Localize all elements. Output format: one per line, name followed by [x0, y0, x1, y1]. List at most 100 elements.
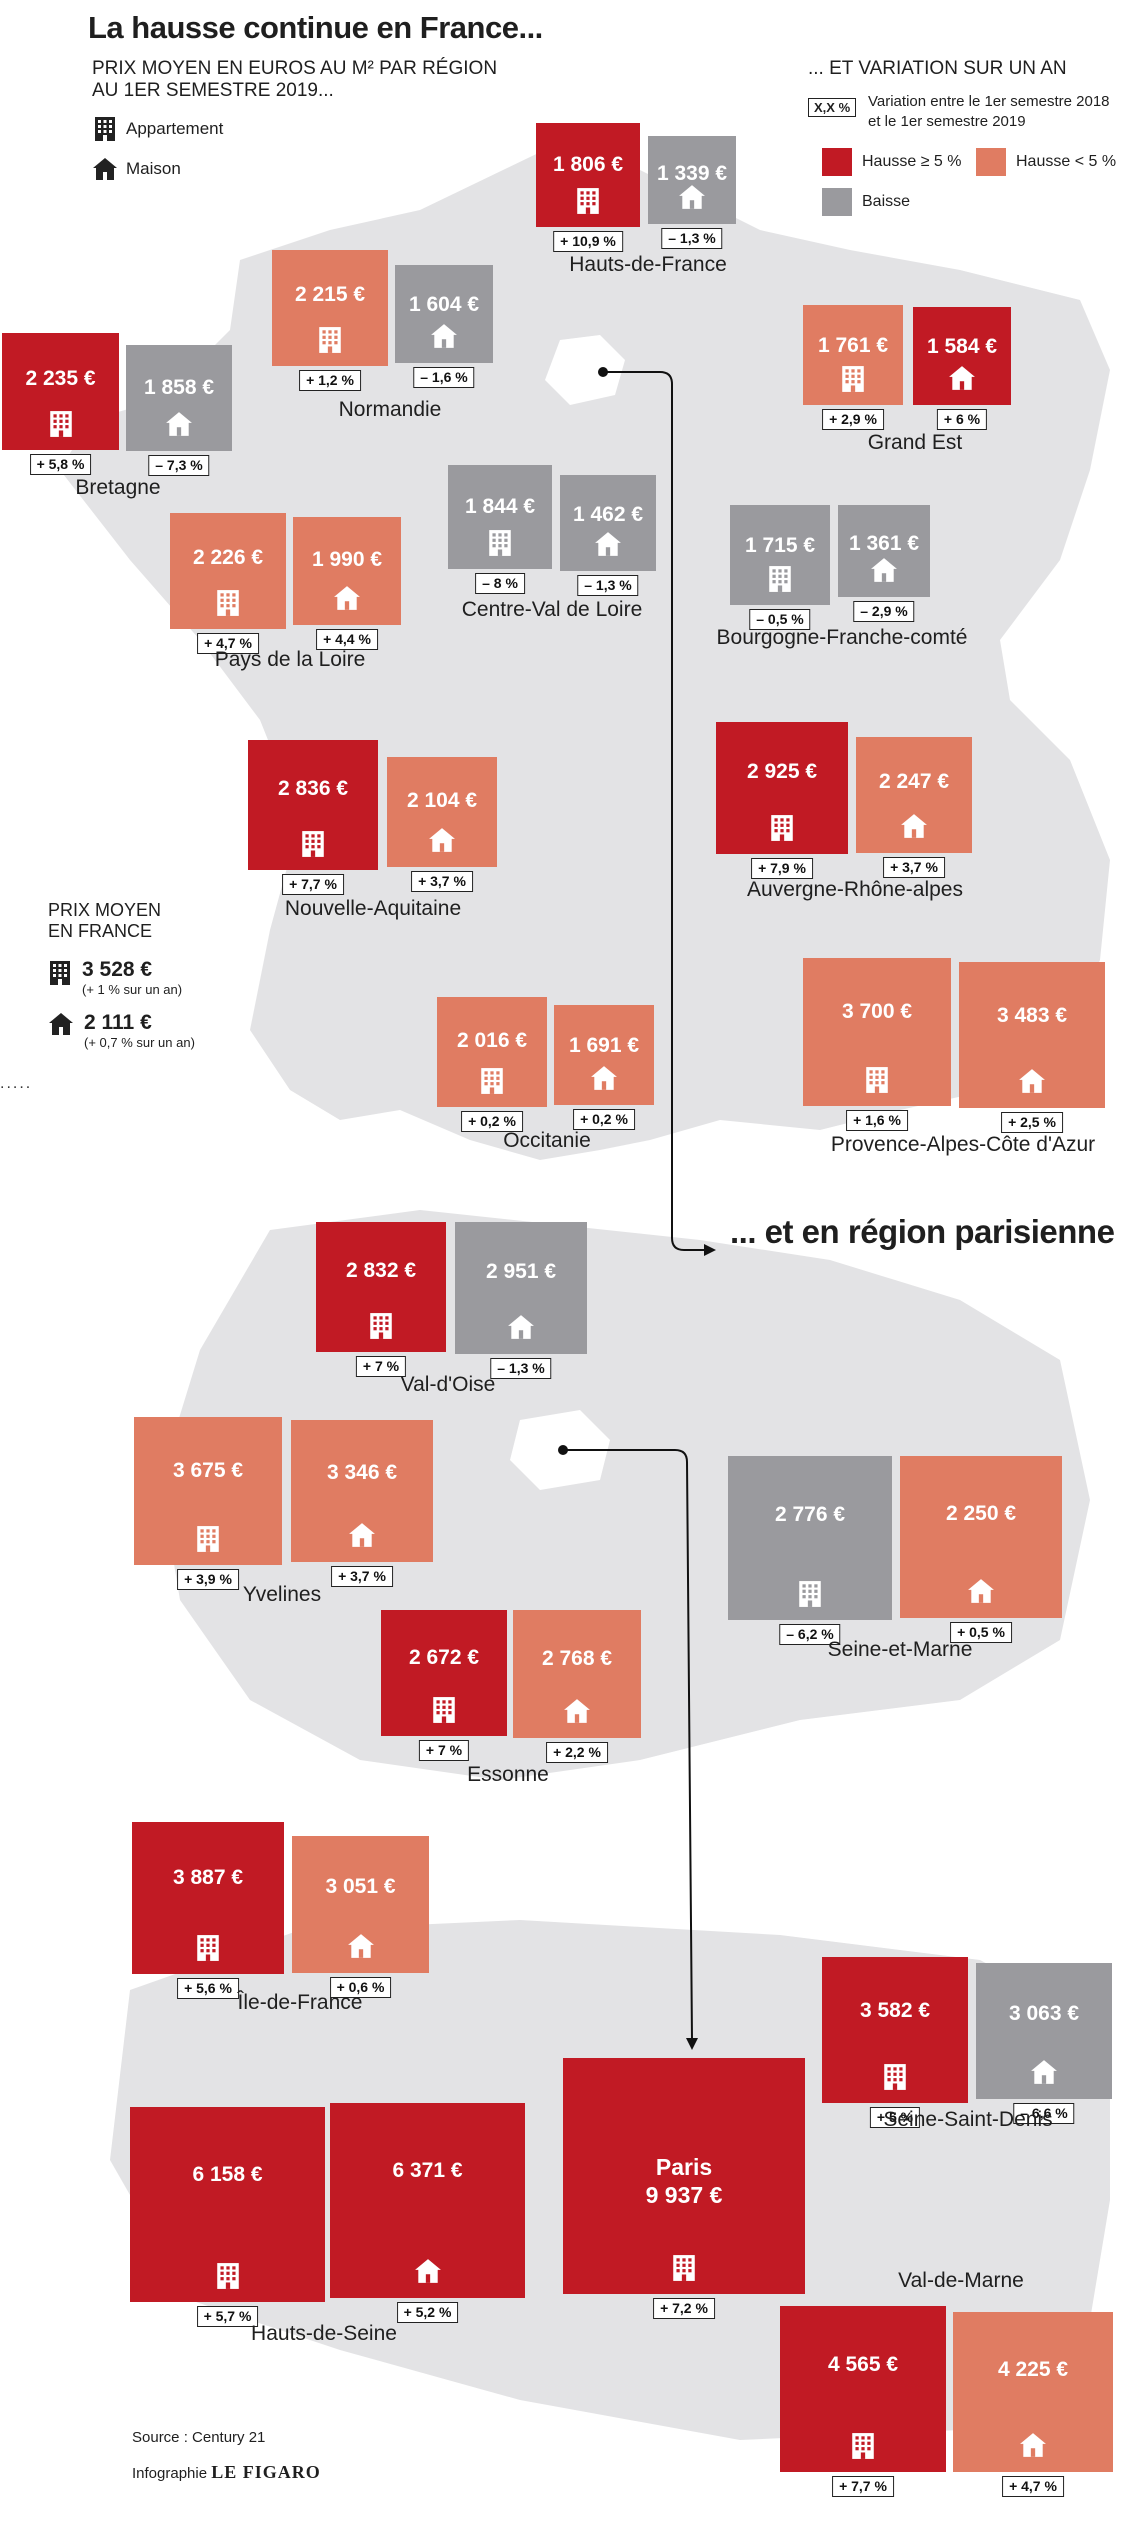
auvergne-rhone-alpes-apartment-variation: + 7,9 %: [751, 858, 813, 879]
legend-up-weak: Hausse < 5 %: [976, 148, 1116, 176]
essonne-apartment-variation: + 7 %: [418, 1740, 470, 1761]
bretagne-region-name: Bretagne: [75, 476, 161, 499]
connector-line-2: [563, 1449, 693, 2041]
nouvelle-aquitaine-apartment-box: 2 836 €: [248, 740, 378, 870]
seine-et-marne-house-box: 2 250 €: [900, 1456, 1062, 1618]
house-icon: [678, 184, 706, 212]
val-d-oise-apartment-variation: + 7 %: [355, 1356, 407, 1377]
hauts-de-france-region-name: Hauts-de-France: [569, 253, 727, 276]
occitanie-apartment-variation: + 0,2 %: [461, 1111, 523, 1132]
house-icon: [48, 1011, 74, 1042]
national-average-label: PRIX MOYEN EN FRANCE: [48, 900, 162, 941]
normandie-apartment-variation: + 1,2 %: [299, 370, 361, 391]
hauts-de-france-apartment-variation: + 10,9 %: [553, 231, 623, 252]
national-apartment-variation: (+ 1 % sur un an): [82, 982, 183, 997]
legend-sample-value: X,X %: [808, 98, 857, 117]
legend-down-label: Baisse: [862, 193, 911, 210]
ile-de-france-house-box: 3 051 €: [292, 1836, 429, 1973]
apartment-icon: [367, 1312, 395, 1340]
yvelines-house-variation: + 3,7 %: [331, 1566, 393, 1587]
pays-de-la-loire-region-name: Pays de la Loire: [214, 648, 366, 671]
hauts-de-france-house-variation: – 1,3 %: [661, 228, 723, 249]
apartment-icon: [478, 1067, 506, 1095]
essonne-apartment-box: 2 672 €: [381, 1610, 507, 1736]
bretagne-apartment-box: 2 235 €: [2, 333, 119, 450]
house-icon: [594, 531, 622, 559]
national-house-variation: (+ 0,7 % sur un an): [84, 1035, 195, 1050]
centre-val-de-loire-region-name: Centre-Val de Loire: [461, 598, 643, 621]
seine-saint-denis-house-box: 3 063 €: [976, 1963, 1112, 2099]
occitanie-house-variation: + 0,2 %: [573, 1109, 635, 1130]
yvelines-region-name: Yvelines: [242, 1583, 322, 1606]
essonne-house-variation: + 2,2 %: [546, 1742, 608, 1763]
seine-saint-denis-house-variation: – 6,6 %: [1013, 2103, 1075, 2124]
nouvelle-aquitaine-house-price: 2 104 €: [406, 789, 478, 812]
bourgogne-franche-comte-house-price: 1 361 €: [848, 532, 920, 555]
centre-val-de-loire-house-variation: – 1,3 %: [577, 575, 639, 596]
val-d-oise-apartment-box: 2 832 €: [316, 1222, 446, 1352]
occitanie-apartment-box: 2 016 €: [437, 997, 547, 1107]
val-d-oise-house-box: 2 951 €: [455, 1222, 587, 1354]
bretagne-house-box: 1 858 €: [126, 345, 232, 451]
provence-alpes-cote-d-azur-house-variation: + 2,5 %: [1001, 1112, 1063, 1133]
house-icon: [1030, 2059, 1058, 2087]
connector-arrow-2: [686, 2038, 698, 2050]
apartment-icon: [863, 1066, 891, 1094]
bourgogne-franche-comte-apartment-price: 1 715 €: [744, 534, 816, 557]
provence-alpes-cote-d-azur-house-price: 3 483 €: [996, 1004, 1068, 1027]
val-de-marne-house-price: 4 225 €: [997, 2358, 1069, 2381]
apartment-icon: [881, 2063, 909, 2091]
val-d-oise-house-variation: – 1,3 %: [490, 1358, 552, 1379]
seine-et-marne-house-price: 2 250 €: [945, 1502, 1017, 1525]
dotted-divider: .....: [0, 1075, 33, 1092]
auvergne-rhone-alpes-region-name: Auvergne-Rhône-alpes: [747, 878, 963, 901]
bretagne-apartment-price: 2 235 €: [25, 367, 96, 390]
essonne-apartment-price: 2 672 €: [408, 1646, 480, 1669]
house-icon: [870, 557, 898, 585]
legend-apartment-label: Appartement: [126, 119, 224, 138]
essonne-house-box: 2 768 €: [513, 1610, 641, 1738]
val-de-marne-apartment-price: 4 565 €: [827, 2353, 899, 2376]
hauts-de-seine-house-price: 6 371 €: [392, 2159, 463, 2182]
normandie-apartment-box: 2 215 €: [272, 250, 388, 366]
connector-dot-2: [558, 1445, 568, 1455]
seine-et-marne-apartment-variation: – 6,2 %: [779, 1624, 841, 1645]
provence-alpes-cote-d-azur-apartment-variation: + 1,6 %: [846, 1110, 908, 1131]
hauts-de-seine-region-name: Hauts-de-Seine: [251, 2322, 397, 2345]
house-icon: [563, 1698, 591, 1726]
bourgogne-franche-comte-house-box: 1 361 €: [838, 505, 930, 597]
seine-saint-denis-house-price: 3 063 €: [1008, 2002, 1080, 2025]
essonne-house-price: 2 768 €: [541, 1647, 613, 1670]
pays-de-la-loire-house-price: 1 990 €: [311, 548, 383, 571]
paris-box: Paris 9 937 €: [563, 2058, 805, 2294]
val-de-marne-apartment-variation: + 7,7 %: [832, 2476, 894, 2497]
national-apartment-price: 3 528 €: [82, 958, 153, 981]
occitanie-apartment-price: 2 016 €: [456, 1029, 528, 1052]
bretagne-house-price: 1 858 €: [143, 376, 215, 399]
bretagne-house-variation: – 7,3 %: [148, 455, 210, 476]
apartment-icon: [839, 365, 867, 393]
legend-up-weak-label: Hausse < 5 %: [1016, 153, 1117, 170]
house-icon: [1018, 1068, 1046, 1096]
section2-title: ... et en région parisienne: [730, 1213, 1115, 1250]
house-icon: [430, 323, 458, 351]
centre-val-de-loire-house-price: 1 462 €: [572, 503, 644, 526]
bourgogne-franche-comte-apartment-variation: – 0,5 %: [749, 609, 811, 630]
provence-alpes-cote-d-azur-house-box: 3 483 €: [959, 962, 1105, 1108]
pays-de-la-loire-apartment-box: 2 226 €: [170, 513, 286, 629]
bourgogne-franche-comte-house-variation: – 2,9 %: [853, 601, 915, 622]
house-icon: [165, 411, 193, 439]
apartment-icon: [849, 2432, 877, 2460]
nouvelle-aquitaine-house-box: 2 104 €: [387, 757, 497, 867]
ile-de-france-apartment-variation: + 5,6 %: [177, 1978, 239, 1999]
apartment-icon: [194, 1934, 222, 1962]
apartment-icon: [47, 410, 75, 438]
normandie-house-variation: – 1,6 %: [413, 367, 475, 388]
centre-val-de-loire-apartment-box: 1 844 €: [448, 465, 552, 569]
val-d-oise-region-name: Val-d'Oise: [400, 1373, 496, 1396]
val-de-marne-region-name: Val-de-Marne: [898, 2269, 1024, 2292]
grand-est-apartment-price: 1 761 €: [817, 334, 889, 357]
apartment-icon: [299, 830, 327, 858]
pays-de-la-loire-apartment-price: 2 226 €: [192, 546, 264, 569]
national-average-block: PRIX MOYEN EN FRANCE 3 528 € (+ 1 % sur …: [48, 900, 195, 1050]
